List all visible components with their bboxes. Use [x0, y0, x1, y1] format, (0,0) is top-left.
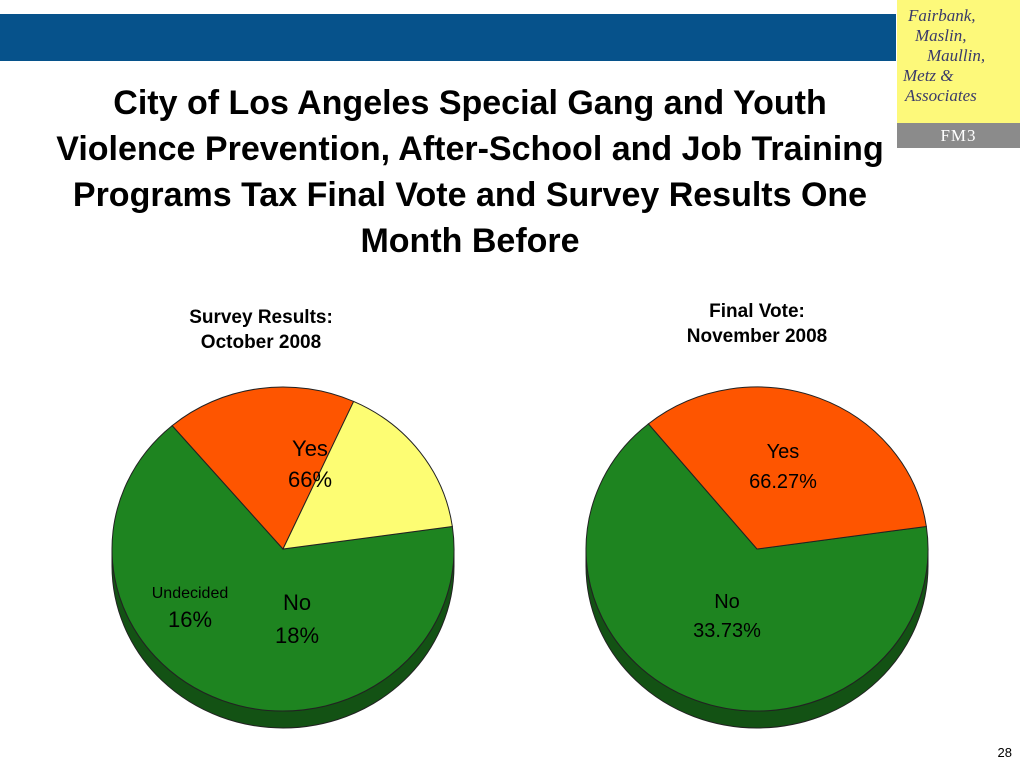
pie-0-label-yes: Yes: [292, 436, 328, 461]
logo-line-5: Associates: [905, 86, 977, 105]
slide-title: City of Los Angeles Special Gang and You…: [56, 84, 884, 260]
pie-0-value-no: 18%: [275, 623, 319, 648]
pie-0-slice-no: [171, 386, 355, 550]
page-number: 28: [997, 745, 1012, 760]
chart-title-survey-line-1: Survey Results:: [189, 307, 333, 328]
company-logo: Fairbank, Maslin, Maullin, Metz & Associ…: [897, 0, 1020, 148]
pie-1-label-yes: Yes: [767, 441, 800, 463]
pie-0-value-yes: 66%: [288, 467, 332, 492]
logo-abbrev: FM3: [897, 123, 1020, 148]
pie-1-label-no: No: [714, 591, 740, 613]
logo-line-1: Fairbank,: [908, 6, 976, 25]
chart-title-final-vote-line-2: November 2008: [686, 326, 828, 347]
chart-title-final-vote: Final Vote: November 2008: [627, 299, 887, 349]
pie-1-value-yes: 66.27%: [749, 471, 817, 493]
pie-0-label-no: No: [283, 590, 311, 615]
pie-0-value-undecided: 16%: [168, 607, 212, 632]
logo-line-3: Maullin,: [927, 46, 986, 65]
pie-0-slice-yes: [111, 424, 455, 712]
pie-1-value-no: 33.73%: [693, 620, 761, 642]
pie-chart-0: Yes 66% No 18% Undecided 16%: [111, 386, 455, 729]
pie-chart-1: Yes 66.27% No 33.73%: [585, 386, 929, 729]
chart-title-final-vote-line-1: Final Vote:: [709, 301, 805, 322]
logo-line-4: Metz &: [903, 66, 954, 85]
pie-0-slice-undecided: [282, 400, 453, 550]
pie-0-label-undecided: Undecided: [152, 585, 229, 602]
logo-line-2: Maslin,: [915, 26, 967, 45]
pie-1-slice-no: [647, 386, 927, 550]
chart-title-survey-line-2: October 2008: [200, 332, 322, 353]
pie-1-slice-yes: [585, 423, 929, 712]
chart-title-survey: Survey Results: October 2008: [131, 305, 391, 355]
header-bar: [0, 14, 896, 61]
